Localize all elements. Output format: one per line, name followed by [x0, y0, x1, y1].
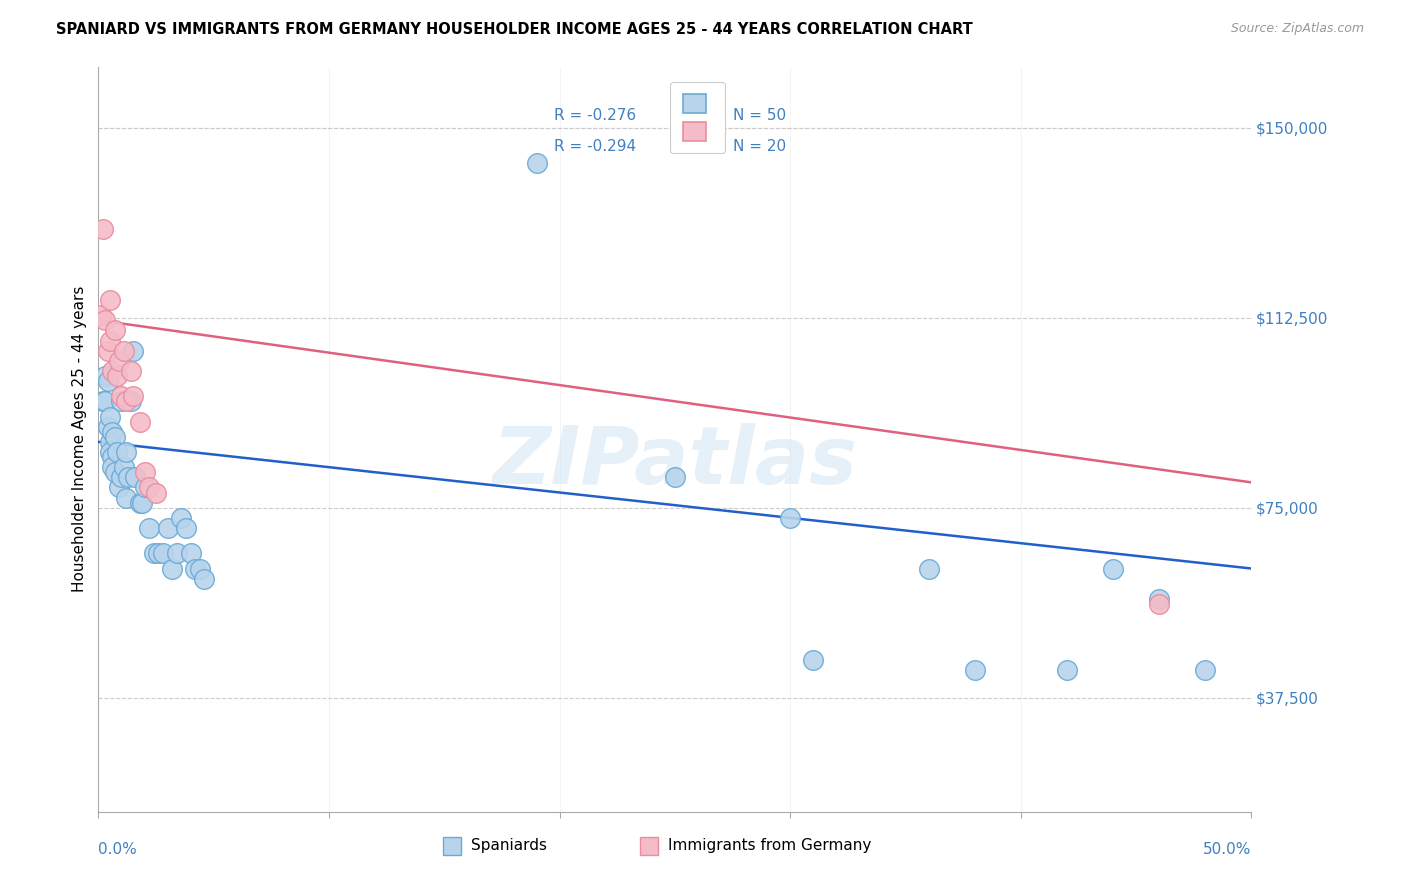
Point — [103, 430, 125, 444]
Point — [180, 546, 202, 560]
Point — [134, 480, 156, 494]
Point — [664, 470, 686, 484]
Point — [110, 389, 132, 403]
Text: ZIPatlas: ZIPatlas — [492, 423, 858, 500]
Legend: , : , — [671, 82, 725, 153]
Point — [1056, 663, 1078, 677]
Point — [94, 368, 117, 383]
Text: 0.0%: 0.0% — [98, 842, 138, 857]
Point — [801, 653, 824, 667]
Point — [131, 496, 153, 510]
Point — [138, 521, 160, 535]
Point — [917, 561, 939, 575]
Point — [115, 394, 138, 409]
Text: SPANIARD VS IMMIGRANTS FROM GERMANY HOUSEHOLDER INCOME AGES 25 - 44 YEARS CORREL: SPANIARD VS IMMIGRANTS FROM GERMANY HOUS… — [56, 22, 973, 37]
Point — [117, 470, 139, 484]
Point — [1194, 663, 1216, 677]
Point — [526, 156, 548, 170]
Text: N = 20: N = 20 — [733, 139, 786, 154]
Point — [120, 364, 142, 378]
Point — [160, 561, 183, 575]
Point — [103, 465, 125, 479]
Point — [110, 394, 132, 409]
Point — [97, 343, 120, 358]
Point — [101, 460, 124, 475]
Text: 50.0%: 50.0% — [1204, 842, 1251, 857]
Point — [101, 425, 124, 439]
Point — [112, 460, 135, 475]
Point — [124, 470, 146, 484]
Point — [963, 663, 986, 677]
Point — [98, 409, 121, 424]
Point — [184, 561, 207, 575]
Point — [1147, 591, 1170, 606]
Text: R = -0.276: R = -0.276 — [554, 108, 636, 123]
Text: Source: ZipAtlas.com: Source: ZipAtlas.com — [1230, 22, 1364, 36]
Point — [98, 334, 121, 348]
Point — [193, 572, 215, 586]
Point — [97, 374, 120, 388]
Point — [94, 313, 117, 327]
Point — [115, 445, 138, 459]
Point — [166, 546, 188, 560]
Point — [174, 521, 197, 535]
Point — [90, 308, 112, 322]
Point — [145, 485, 167, 500]
Point — [98, 434, 121, 449]
Point — [101, 364, 124, 378]
Point — [170, 511, 193, 525]
Text: Spaniards: Spaniards — [471, 838, 547, 853]
Point — [108, 480, 131, 494]
Point — [156, 521, 179, 535]
Point — [91, 394, 114, 409]
Y-axis label: Householder Income Ages 25 - 44 years: Householder Income Ages 25 - 44 years — [72, 286, 87, 592]
Point — [103, 323, 125, 337]
Text: Immigrants from Germany: Immigrants from Germany — [668, 838, 872, 853]
Point — [97, 419, 120, 434]
Point — [122, 343, 145, 358]
Point — [129, 496, 152, 510]
Point — [98, 293, 121, 307]
Point — [98, 445, 121, 459]
Point — [110, 470, 132, 484]
Point — [91, 222, 114, 236]
Point — [122, 389, 145, 403]
Point — [779, 511, 801, 525]
Point — [129, 415, 152, 429]
Point — [188, 561, 211, 575]
Point — [138, 480, 160, 494]
Point — [105, 445, 128, 459]
Point — [108, 353, 131, 368]
Point — [120, 394, 142, 409]
Point — [101, 450, 124, 464]
Point — [152, 546, 174, 560]
Point — [1147, 597, 1170, 611]
Point — [142, 546, 165, 560]
Point — [1102, 561, 1125, 575]
Text: N = 50: N = 50 — [733, 108, 786, 123]
Point — [105, 368, 128, 383]
Text: R = -0.294: R = -0.294 — [554, 139, 636, 154]
Point — [112, 343, 135, 358]
Point — [94, 394, 117, 409]
Point — [134, 465, 156, 479]
Point — [115, 491, 138, 505]
Point — [148, 546, 170, 560]
